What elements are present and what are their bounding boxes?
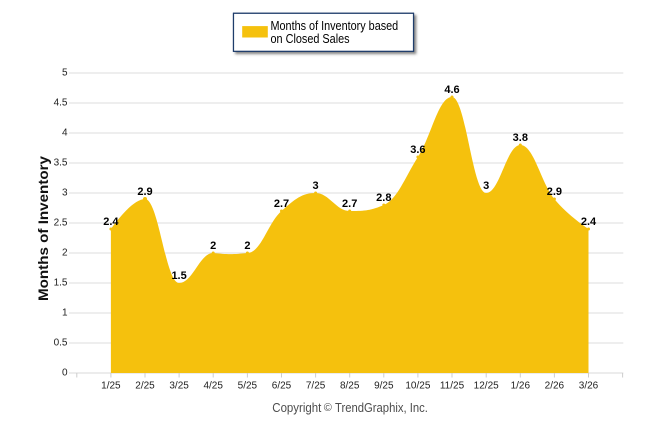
svg-text:1.5: 1.5: [54, 278, 68, 289]
svg-text:2/25: 2/25: [135, 381, 155, 392]
svg-text:2.4: 2.4: [581, 216, 597, 228]
svg-text:1/25: 1/25: [101, 381, 121, 392]
svg-text:4.6: 4.6: [444, 84, 459, 96]
svg-text:5: 5: [62, 68, 68, 79]
svg-text:2: 2: [210, 240, 216, 252]
svg-text:3: 3: [483, 180, 489, 192]
svg-text:2.7: 2.7: [342, 198, 357, 210]
svg-text:0: 0: [62, 368, 68, 379]
svg-text:6/25: 6/25: [272, 381, 292, 392]
svg-text:10/25: 10/25: [405, 381, 430, 392]
svg-text:3.6: 3.6: [410, 144, 425, 156]
svg-text:4: 4: [62, 128, 68, 139]
svg-text:12/25: 12/25: [474, 381, 499, 392]
svg-text:2.7: 2.7: [274, 198, 289, 210]
svg-text:2/26: 2/26: [545, 381, 565, 392]
svg-text:on Closed Sales: on Closed Sales: [271, 31, 351, 46]
svg-text:Months of Inventory based: Months of Inventory based: [271, 18, 399, 33]
svg-text:3/25: 3/25: [169, 381, 189, 392]
svg-text:7/25: 7/25: [306, 381, 326, 392]
svg-text:TrendGraphix, Inc.: TrendGraphix, Inc.: [335, 400, 428, 415]
svg-text:2.9: 2.9: [137, 186, 152, 198]
svg-text:3.5: 3.5: [54, 158, 68, 169]
svg-text:3: 3: [313, 180, 319, 192]
svg-text:Months of Inventory: Months of Inventory: [35, 156, 51, 301]
svg-text:11/25: 11/25: [440, 381, 465, 392]
svg-text:2.9: 2.9: [547, 186, 562, 198]
svg-text:3: 3: [62, 188, 68, 199]
svg-text:1.5: 1.5: [171, 270, 186, 282]
svg-text:4/25: 4/25: [203, 381, 223, 392]
svg-text:2.5: 2.5: [54, 218, 68, 229]
svg-text:5/25: 5/25: [238, 381, 258, 392]
svg-text:8/25: 8/25: [340, 381, 360, 392]
svg-text:©: ©: [324, 402, 332, 414]
svg-text:1: 1: [62, 308, 68, 319]
svg-text:1/26: 1/26: [511, 381, 531, 392]
svg-text:3.8: 3.8: [513, 132, 528, 144]
svg-text:2.8: 2.8: [376, 192, 391, 204]
svg-text:9/25: 9/25: [374, 381, 394, 392]
svg-text:0.5: 0.5: [54, 338, 68, 349]
svg-text:2: 2: [244, 240, 250, 252]
svg-text:3/26: 3/26: [579, 381, 599, 392]
svg-text:2: 2: [62, 248, 68, 259]
svg-text:4.5: 4.5: [54, 98, 68, 109]
svg-text:2.4: 2.4: [103, 216, 119, 228]
svg-text:Copyright: Copyright: [272, 400, 321, 415]
